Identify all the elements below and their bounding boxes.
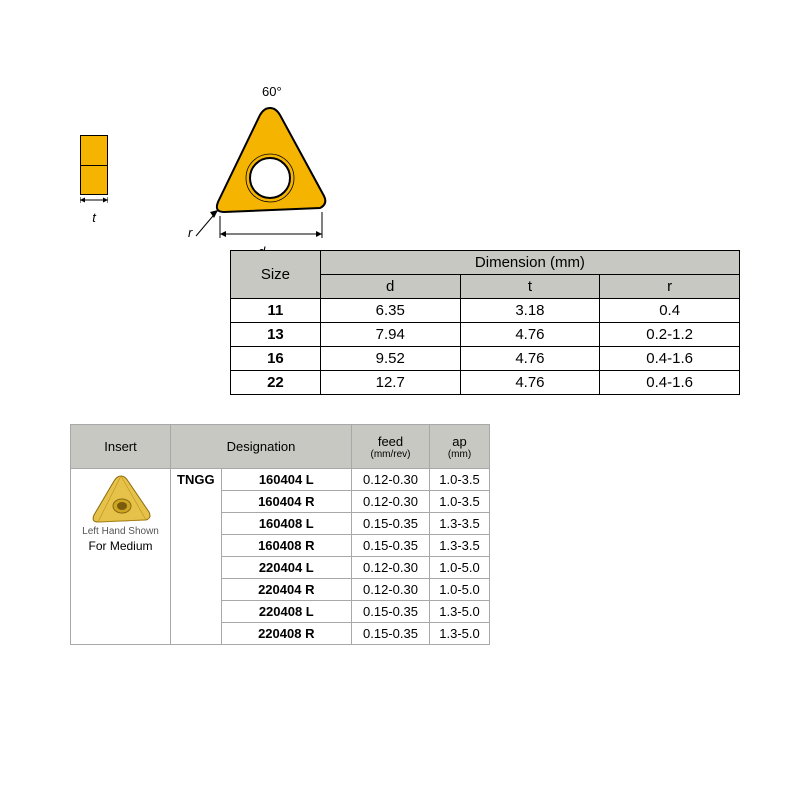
- insert-caption-left-hand: Left Hand Shown: [77, 526, 164, 537]
- insert-side-view: t: [80, 135, 108, 195]
- hdr-ap: ap (mm): [430, 425, 490, 469]
- dim-r-label: r: [188, 225, 192, 240]
- size-row: 116.353.180.4: [231, 299, 740, 323]
- designation-code: 220408 R: [221, 623, 351, 645]
- size-table: Size Dimension (mm) d t r 116.353.180.41…: [230, 250, 740, 395]
- insert-top-view: 60° r d: [190, 90, 350, 260]
- dim-t-label: t: [80, 210, 108, 225]
- feed-cell: 0.12-0.30: [352, 491, 430, 513]
- designation-code: 220408 L: [221, 601, 351, 623]
- feed-cell: 0.12-0.30: [352, 579, 430, 601]
- feed-cell: 0.15-0.35: [352, 513, 430, 535]
- size-row: 137.944.760.2-1.2: [231, 323, 740, 347]
- feed-cell: 0.15-0.35: [352, 623, 430, 645]
- feed-cell: 0.12-0.30: [352, 469, 430, 491]
- ap-cell: 1.3-5.0: [430, 623, 490, 645]
- hdr-size: Size: [231, 251, 321, 299]
- hdr-ap-unit: (mm): [436, 449, 483, 460]
- t-cell: 3.18: [460, 299, 600, 323]
- designation-code: 160408 R: [221, 535, 351, 557]
- insert-table: Insert Designation feed (mm/rev) ap (mm)…: [70, 424, 490, 645]
- hdr-r: r: [600, 275, 740, 299]
- size-row: 169.524.760.4-1.6: [231, 347, 740, 371]
- d-cell: 7.94: [320, 323, 460, 347]
- r-cell: 0.2-1.2: [600, 323, 740, 347]
- ap-cell: 1.3-3.5: [430, 513, 490, 535]
- hdr-d: d: [320, 275, 460, 299]
- ap-cell: 1.0-5.0: [430, 557, 490, 579]
- hdr-feed-unit: (mm/rev): [358, 449, 423, 460]
- hdr-designation: Designation: [171, 425, 352, 469]
- diagram-area: t 60°: [60, 60, 740, 250]
- dim-t-arrow: [80, 197, 108, 211]
- hdr-ap-label: ap: [452, 434, 466, 449]
- size-cell: 11: [231, 299, 321, 323]
- hdr-t: t: [460, 275, 600, 299]
- designation-code: 160404 L: [221, 469, 351, 491]
- r-cell: 0.4-1.6: [600, 371, 740, 395]
- designation-code: 220404 R: [221, 579, 351, 601]
- size-cell: 13: [231, 323, 321, 347]
- designation-code: 220404 L: [221, 557, 351, 579]
- insert-icon: [86, 472, 156, 524]
- hdr-dimension: Dimension (mm): [320, 251, 739, 275]
- ap-cell: 1.3-5.0: [430, 601, 490, 623]
- ap-cell: 1.3-3.5: [430, 535, 490, 557]
- ap-cell: 1.0-5.0: [430, 579, 490, 601]
- t-cell: 4.76: [460, 371, 600, 395]
- d-cell: 6.35: [320, 299, 460, 323]
- feed-cell: 0.15-0.35: [352, 601, 430, 623]
- r-cell: 0.4-1.6: [600, 347, 740, 371]
- insert-row: Left Hand ShownFor MediumTNGG160404 L0.1…: [71, 469, 490, 491]
- insert-caption-medium: For Medium: [77, 539, 164, 553]
- hdr-feed: feed (mm/rev): [352, 425, 430, 469]
- d-cell: 12.7: [320, 371, 460, 395]
- insert-image-cell: Left Hand Shown For Medium: [71, 469, 171, 645]
- hdr-insert: Insert: [71, 425, 171, 469]
- side-rect: [80, 135, 108, 195]
- size-row: 2212.74.760.4-1.6: [231, 371, 740, 395]
- feed-cell: 0.12-0.30: [352, 557, 430, 579]
- hdr-feed-label: feed: [378, 434, 403, 449]
- size-cell: 22: [231, 371, 321, 395]
- size-cell: 16: [231, 347, 321, 371]
- r-cell: 0.4: [600, 299, 740, 323]
- t-cell: 4.76: [460, 323, 600, 347]
- designation-prefix: TNGG: [171, 469, 222, 645]
- ap-cell: 1.0-3.5: [430, 469, 490, 491]
- designation-code: 160408 L: [221, 513, 351, 535]
- feed-cell: 0.15-0.35: [352, 535, 430, 557]
- ap-cell: 1.0-3.5: [430, 491, 490, 513]
- d-cell: 9.52: [320, 347, 460, 371]
- t-cell: 4.76: [460, 347, 600, 371]
- designation-code: 160404 R: [221, 491, 351, 513]
- triangle-svg: [190, 90, 350, 260]
